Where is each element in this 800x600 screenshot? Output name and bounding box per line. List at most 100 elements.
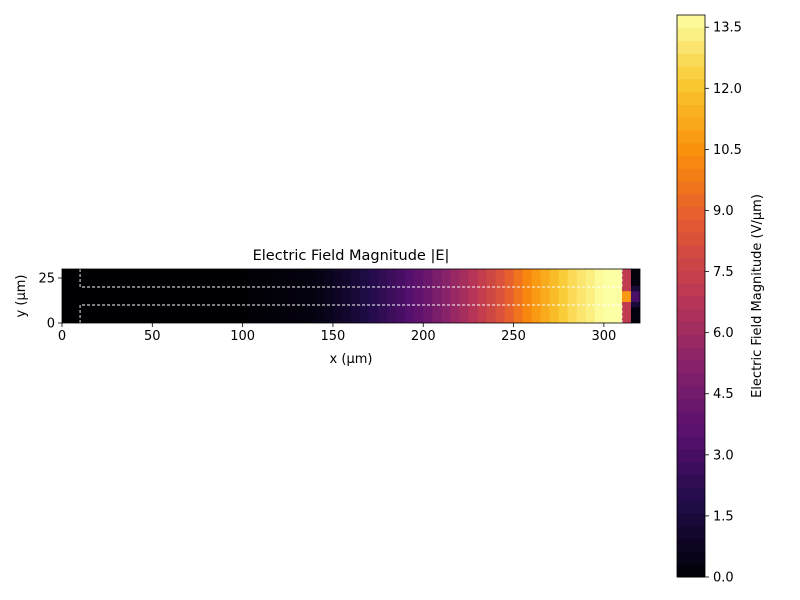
colorbar-step	[677, 296, 705, 310]
heatmap-cell	[287, 279, 298, 286]
heatmap-cell	[134, 312, 144, 319]
heatmap-cell	[495, 306, 506, 313]
heatmap-cell	[612, 317, 623, 323]
heatmap-cell	[332, 301, 343, 308]
heatmap-cell	[630, 279, 640, 286]
heatmap-cell	[188, 285, 199, 292]
heatmap-cell	[621, 306, 632, 313]
heatmap-cell	[432, 312, 442, 319]
heatmap-cell	[378, 306, 388, 313]
heatmap-cell	[558, 279, 569, 286]
colorbar-step	[677, 78, 705, 93]
heatmap-cell	[504, 312, 515, 319]
heatmap-cell	[540, 296, 551, 302]
heatmap-cell	[603, 306, 614, 313]
heatmap-cell	[630, 274, 640, 281]
heatmap-cell	[585, 285, 596, 292]
heatmap-cell	[206, 269, 217, 275]
heatmap-cell	[260, 317, 271, 323]
heatmap-cell	[396, 301, 406, 308]
heatmap-cell	[197, 279, 208, 286]
heatmap-cell	[486, 317, 497, 323]
heatmap-cell	[107, 269, 117, 275]
heatmap-cell	[215, 301, 226, 308]
heatmap-cell	[405, 296, 415, 302]
heatmap-cell	[341, 274, 352, 281]
heatmap-cell	[152, 312, 162, 319]
heatmap-cell	[567, 301, 578, 308]
heatmap-cell	[585, 274, 596, 281]
heatmap-cell	[62, 317, 72, 323]
heatmap-cell	[341, 290, 352, 297]
heatmap-cell	[468, 312, 479, 319]
heatmap-cell	[477, 285, 488, 292]
heatmap-cell	[603, 296, 614, 302]
heatmap-cell	[576, 312, 587, 319]
colorbar-step	[677, 129, 705, 144]
heatmap-cell	[98, 279, 108, 286]
heatmap-cell	[233, 312, 244, 319]
heatmap-cell	[260, 296, 271, 302]
heatmap-cell	[260, 274, 271, 281]
x-axis: 0 50 100 150 200 250 300	[58, 323, 616, 344]
heatmap-cell	[549, 312, 560, 319]
heatmap-cell	[62, 296, 72, 302]
heatmap-cell	[233, 279, 244, 286]
heatmap-cell	[305, 274, 316, 281]
heatmap-cell	[378, 317, 388, 323]
heatmap-cell	[540, 312, 551, 319]
colorbar-step	[677, 15, 705, 29]
heatmap-cell	[278, 274, 289, 281]
heatmap-cell	[351, 296, 361, 302]
colorbar-step	[677, 308, 705, 323]
heatmap-cell	[567, 269, 578, 275]
heatmap-cell	[450, 306, 460, 313]
heatmap-cell	[215, 290, 226, 297]
heatmap-cell	[215, 279, 226, 286]
heatmap-cell	[630, 285, 640, 292]
colorbar-step	[677, 513, 705, 527]
heatmap-cell	[332, 306, 343, 313]
colorbar-step	[677, 423, 705, 437]
heatmap-cell	[603, 301, 614, 308]
heatmap-cell	[233, 301, 244, 308]
heatmap-cell	[80, 290, 90, 297]
heatmap-cell	[287, 274, 298, 281]
heatmap-cell	[188, 301, 199, 308]
heatmap-cell	[269, 312, 280, 319]
heatmap-cell	[369, 296, 379, 302]
heatmap-cell	[89, 269, 99, 275]
x-axis-label: x (μm)	[330, 352, 373, 367]
colorbar-tick-label: 9.0	[713, 204, 734, 219]
heatmap-cell	[98, 285, 108, 292]
heatmap-cell	[621, 317, 632, 323]
chart-title: Electric Field Magnitude |E|	[253, 248, 450, 264]
heatmap-cell	[125, 301, 135, 308]
heatmap-cell	[513, 274, 524, 281]
colorbar-step	[677, 487, 705, 501]
heatmap-cell	[170, 301, 181, 308]
heatmap-cell	[468, 317, 479, 323]
x-tick-label: 50	[144, 329, 161, 344]
heatmap-cell	[323, 312, 334, 319]
heatmap-cell	[278, 290, 289, 297]
heatmap-cell	[423, 269, 433, 275]
colorbar-step	[677, 538, 705, 552]
heatmap-cell	[504, 269, 515, 275]
heatmap-cell	[351, 301, 361, 308]
heatmap-cell	[594, 312, 605, 319]
heatmap-cell	[170, 274, 181, 281]
heatmap-cell	[504, 274, 515, 281]
heatmap-cell	[161, 274, 171, 281]
heatmap-cell	[450, 279, 460, 286]
heatmap-cell	[522, 317, 533, 323]
heatmap-cell	[224, 285, 235, 292]
heatmap-cell	[80, 274, 90, 281]
heatmap-cell	[612, 290, 623, 297]
heatmap-cell	[567, 312, 578, 319]
heatmap-cell	[152, 279, 162, 286]
heatmap-cell	[305, 290, 316, 297]
heatmap-cell	[603, 290, 614, 297]
colorbar-step	[677, 244, 705, 259]
colorbar-step	[677, 359, 705, 374]
